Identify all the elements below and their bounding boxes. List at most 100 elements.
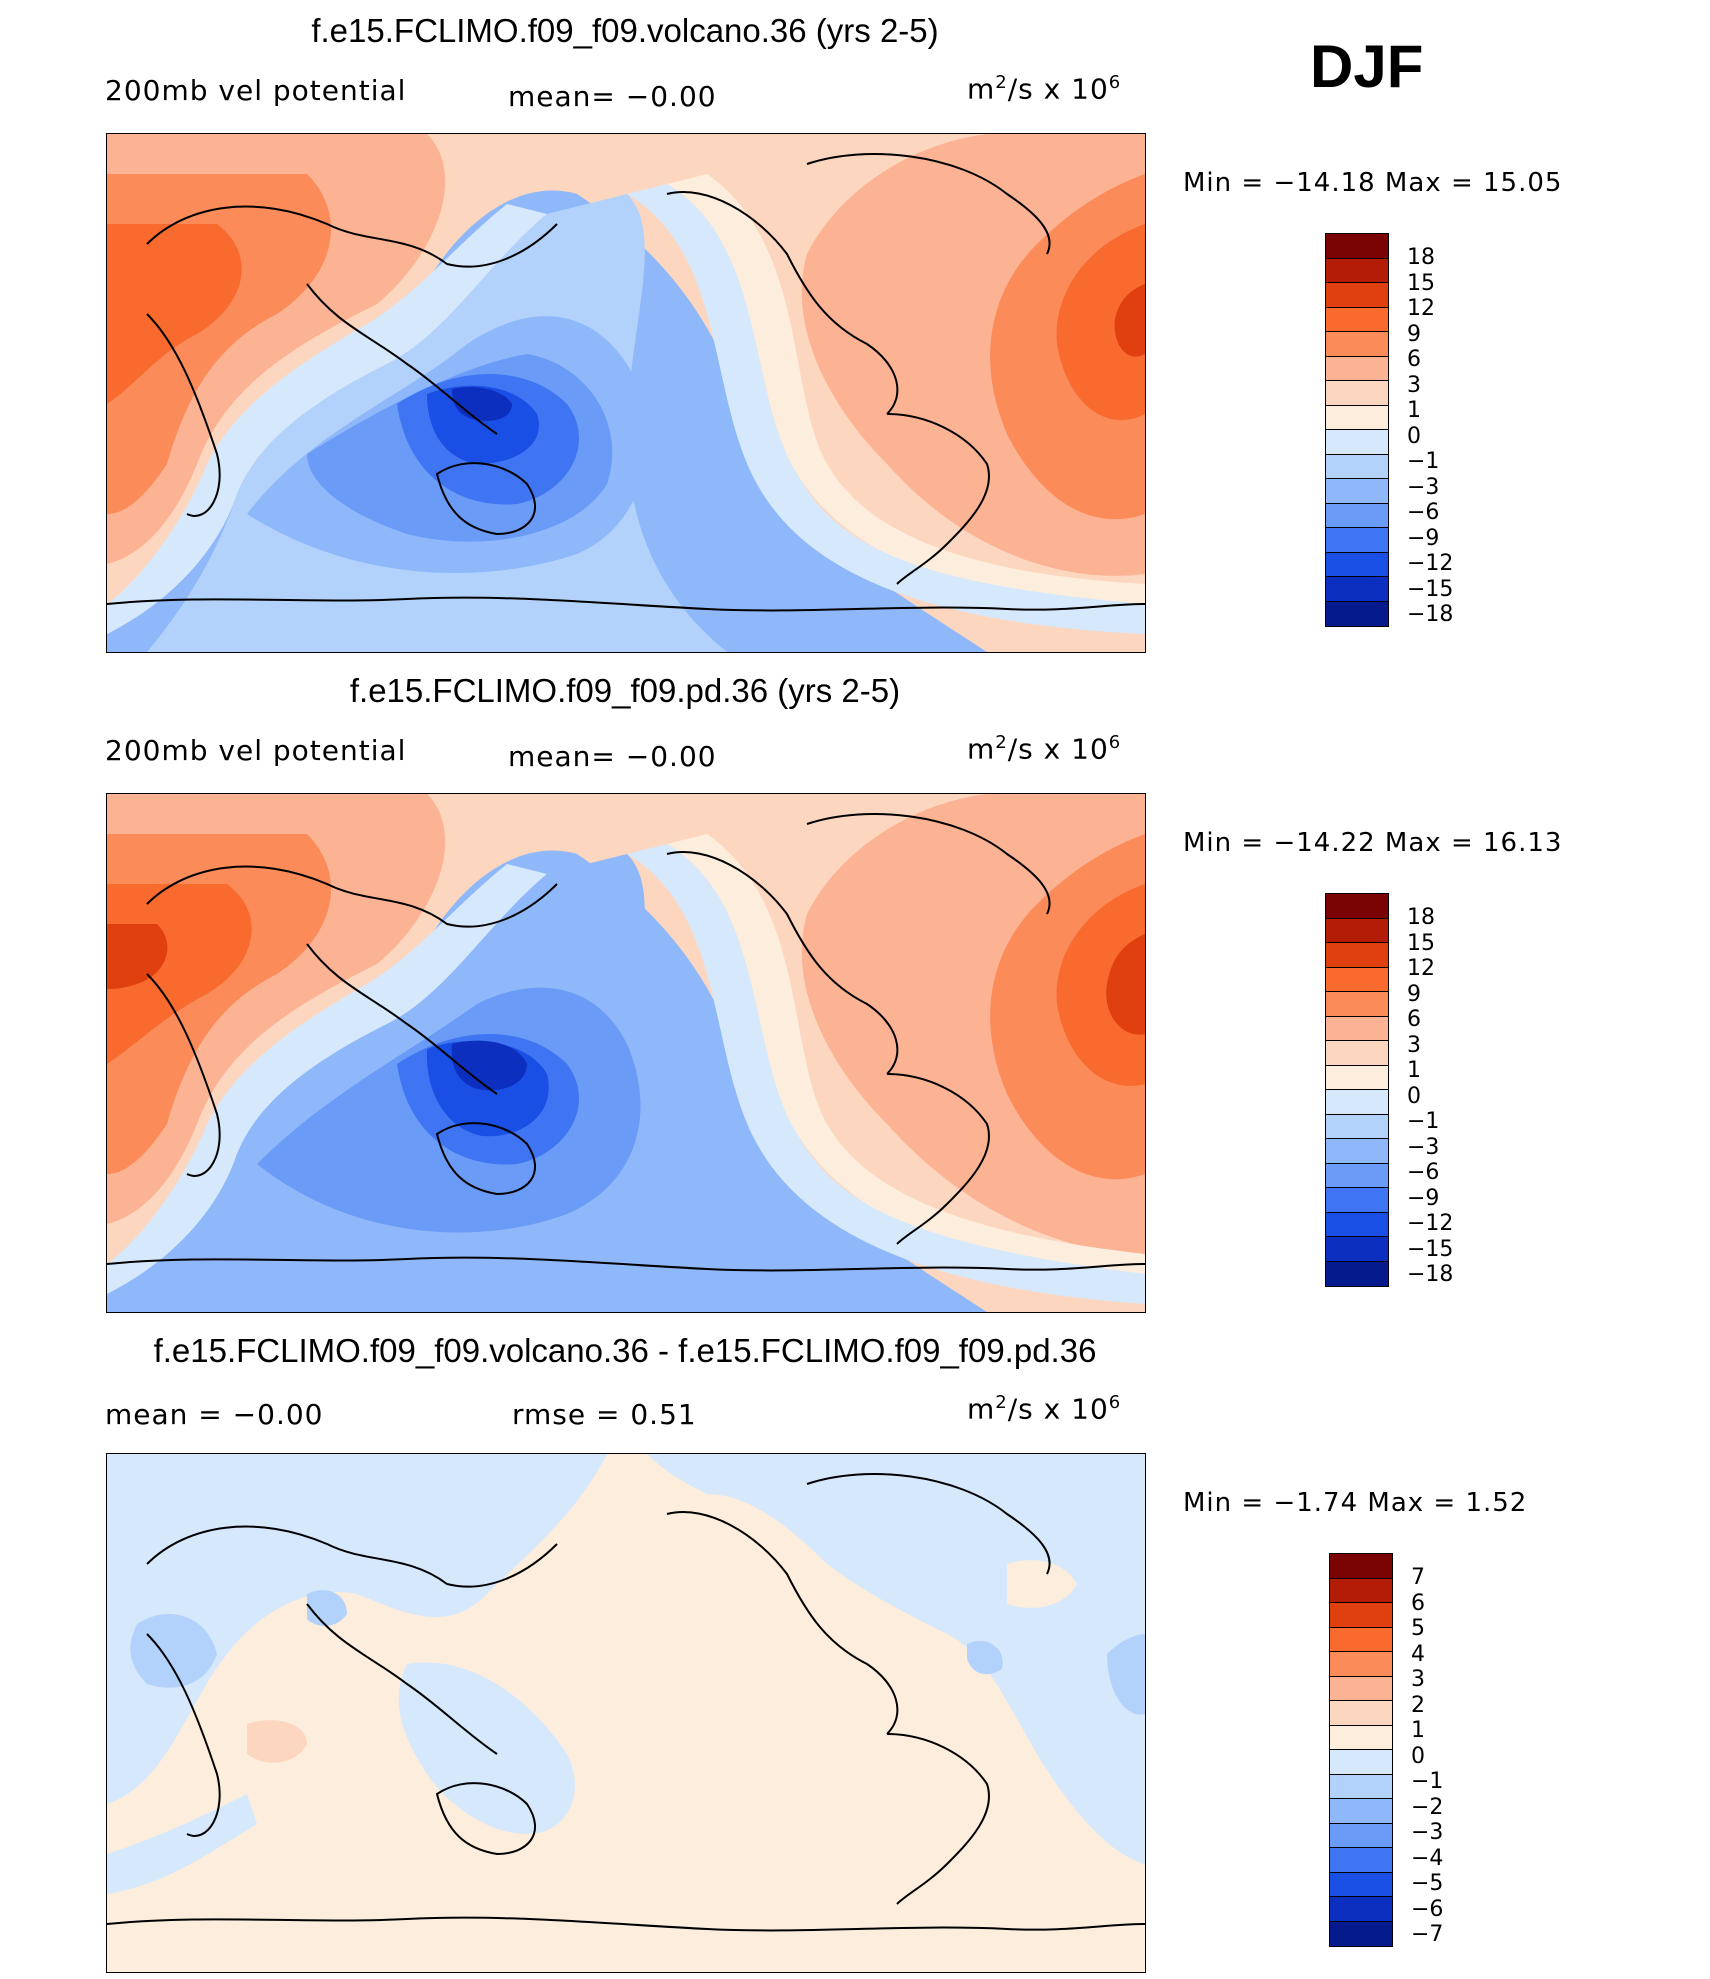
rmse-label: rmse = 0.51 <box>512 1398 697 1431</box>
colorbar-swatch <box>1326 1261 1388 1286</box>
colorbar-tick-label: 1 <box>1411 1718 1425 1743</box>
colorbar-swatch <box>1326 1212 1388 1237</box>
colorbar-tick-label: 0 <box>1407 1083 1421 1109</box>
colorbar-tick-label: −1 <box>1411 1769 1444 1794</box>
colorbar-tick-label: −7 <box>1411 1922 1444 1947</box>
colorbar-tick-label: 4 <box>1411 1641 1425 1667</box>
colorbar-swatch <box>1326 552 1388 577</box>
units-label: m2/s x 106 <box>967 1392 1122 1426</box>
colorbar-tick-label: −6 <box>1407 1160 1440 1185</box>
colorbar-tick-label: 0 <box>1411 1743 1425 1769</box>
colorbar-tick-label: 6 <box>1407 347 1421 372</box>
mean-label: mean = −0.00 <box>105 1398 324 1431</box>
colorbar-tick-label: −3 <box>1407 474 1440 500</box>
colorbar-swatch <box>1326 1016 1388 1041</box>
map-plot <box>107 1454 1145 1972</box>
colorbar-swatch <box>1326 967 1388 992</box>
colorbar-tick-label: −15 <box>1407 576 1454 602</box>
colorbar-tick-label: 1 <box>1407 1058 1421 1083</box>
colorbar <box>1329 1553 1393 1947</box>
colorbar-swatch <box>1330 1848 1392 1873</box>
colorbar-tick-label: 0 <box>1407 423 1421 449</box>
colorbar-swatch <box>1326 1114 1388 1139</box>
units-label: m2/s x 106 <box>967 732 1122 766</box>
colorbar-swatch <box>1326 894 1388 919</box>
colorbar-tick-label: −9 <box>1407 525 1440 551</box>
colorbar-swatch <box>1330 1725 1392 1750</box>
map-volcano <box>106 133 1146 653</box>
colorbar-tick-label: −4 <box>1411 1845 1444 1871</box>
panel-title: f.e15.FCLIMO.f09_f09.volcano.36 (yrs 2-5… <box>311 12 939 49</box>
colorbar-swatch <box>1326 1139 1388 1164</box>
colorbar-swatch <box>1326 258 1388 283</box>
colorbar-swatch <box>1326 381 1388 406</box>
colorbar-tick-label: −18 <box>1407 602 1454 627</box>
colorbar-swatch <box>1330 1603 1392 1628</box>
colorbar-swatch <box>1330 1799 1392 1824</box>
colorbar-swatch <box>1326 430 1388 455</box>
colorbar <box>1325 893 1389 1287</box>
colorbar-swatch <box>1326 405 1388 430</box>
colorbar-swatch <box>1326 601 1388 626</box>
minmax-label: Min = −1.74 Max = 1.52 <box>1183 1488 1528 1518</box>
colorbar-swatch <box>1326 1237 1388 1262</box>
map-plot <box>107 134 1145 652</box>
minmax-label: Min = −14.18 Max = 15.05 <box>1183 168 1563 198</box>
colorbar-tick-label: 12 <box>1407 296 1435 321</box>
colorbar-swatch <box>1326 503 1388 528</box>
colorbar-tick-label: 6 <box>1411 1590 1425 1616</box>
colorbar-swatch <box>1326 1163 1388 1188</box>
colorbar-tick-label: −9 <box>1407 1185 1440 1211</box>
colorbar-tick-label: 12 <box>1407 956 1435 981</box>
colorbar-swatch <box>1330 1652 1392 1677</box>
colorbar-tick-label: −6 <box>1411 1896 1444 1922</box>
colorbar-tick-label: −1 <box>1407 449 1440 474</box>
colorbar <box>1325 233 1389 627</box>
colorbar-tick-label: −18 <box>1407 1262 1454 1287</box>
colorbar-tick-label: 9 <box>1407 321 1421 347</box>
colorbar-swatch <box>1330 1701 1392 1726</box>
colorbar-tick-label: −5 <box>1411 1871 1444 1896</box>
map-plot <box>107 794 1145 1312</box>
colorbar-tick-label: 2 <box>1411 1692 1425 1718</box>
mean-label: mean= −0.00 <box>508 80 717 113</box>
colorbar-tick-label: 3 <box>1411 1667 1425 1692</box>
colorbar-swatch <box>1326 528 1388 553</box>
colorbar-tick-label: −3 <box>1407 1134 1440 1160</box>
colorbar-swatch <box>1330 1676 1392 1701</box>
colorbar-swatch <box>1330 1823 1392 1848</box>
colorbar-swatch <box>1326 918 1388 943</box>
colorbar-tick-label: −12 <box>1407 1211 1454 1236</box>
colorbar-swatch <box>1330 1750 1392 1775</box>
colorbar-tick-label: 18 <box>1407 245 1435 270</box>
colorbar-tick-label: 6 <box>1407 1007 1421 1032</box>
colorbar-swatch <box>1330 1627 1392 1652</box>
colorbar-swatch <box>1326 479 1388 504</box>
colorbar-swatch <box>1326 356 1388 381</box>
colorbar-swatch <box>1326 307 1388 332</box>
colorbar-swatch <box>1330 1921 1392 1946</box>
colorbar-swatch <box>1326 1041 1388 1066</box>
colorbar-swatch <box>1330 1872 1392 1897</box>
units-label: m2/s x 106 <box>967 72 1122 106</box>
map-difference <box>106 1453 1146 1973</box>
colorbar-tick-label: 3 <box>1407 372 1421 398</box>
colorbar-tick-label: −3 <box>1411 1820 1444 1845</box>
colorbar-swatch <box>1326 992 1388 1017</box>
colorbar-tick-label: 15 <box>1407 930 1435 956</box>
colorbar-swatch <box>1326 943 1388 968</box>
colorbar-swatch <box>1326 454 1388 479</box>
colorbar-swatch <box>1326 1188 1388 1213</box>
colorbar-swatch <box>1330 1578 1392 1603</box>
field-label: 200mb vel potential <box>105 74 407 107</box>
colorbar-swatch <box>1326 577 1388 602</box>
colorbar-swatch <box>1330 1774 1392 1799</box>
colorbar-tick-label: −2 <box>1411 1794 1444 1820</box>
colorbar-tick-label: −15 <box>1407 1236 1454 1262</box>
colorbar-swatch <box>1330 1554 1392 1579</box>
mean-label: mean= −0.00 <box>508 740 717 773</box>
field-label: 200mb vel potential <box>105 734 407 767</box>
map-pd <box>106 793 1146 1313</box>
colorbar-tick-label: 9 <box>1407 981 1421 1007</box>
colorbar-tick-label: 1 <box>1407 398 1421 423</box>
